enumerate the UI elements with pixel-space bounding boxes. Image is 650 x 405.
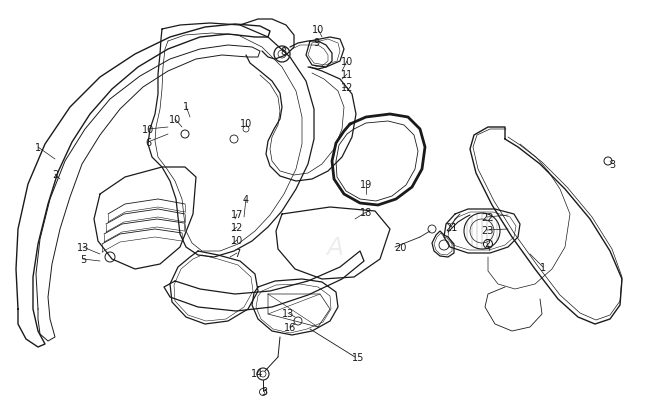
Text: 8: 8	[280, 47, 286, 57]
Text: 22: 22	[481, 213, 493, 222]
Text: 15: 15	[352, 352, 364, 362]
Text: 19: 19	[360, 179, 372, 190]
Text: 12: 12	[341, 83, 353, 93]
Text: 18: 18	[360, 207, 372, 217]
Text: 7: 7	[234, 248, 240, 258]
Text: 21: 21	[445, 222, 457, 232]
Text: 2: 2	[52, 170, 58, 179]
Text: 10: 10	[142, 125, 154, 135]
Text: 5: 5	[80, 254, 86, 264]
Text: 13: 13	[77, 243, 89, 252]
Text: 3: 3	[609, 160, 615, 170]
Text: 1: 1	[183, 102, 189, 112]
Text: 13: 13	[282, 308, 294, 318]
Text: 10: 10	[240, 119, 252, 129]
Text: 10: 10	[169, 115, 181, 125]
Text: 16: 16	[284, 322, 296, 332]
Text: 20: 20	[394, 243, 406, 252]
Text: 10: 10	[312, 25, 324, 35]
Text: 12: 12	[231, 222, 243, 232]
Text: 17: 17	[231, 209, 243, 220]
Text: 9: 9	[313, 38, 319, 48]
Text: 6: 6	[145, 138, 151, 148]
Text: 1: 1	[540, 262, 546, 272]
Text: 23: 23	[481, 226, 493, 235]
Text: A: A	[326, 235, 344, 259]
Text: 14: 14	[251, 368, 263, 378]
Text: 11: 11	[341, 70, 353, 80]
Text: 3: 3	[261, 386, 267, 396]
Text: 4: 4	[243, 194, 249, 205]
Text: 10: 10	[341, 57, 353, 67]
Text: 1: 1	[35, 143, 41, 153]
Text: 2: 2	[484, 239, 490, 248]
Text: 10: 10	[231, 235, 243, 245]
